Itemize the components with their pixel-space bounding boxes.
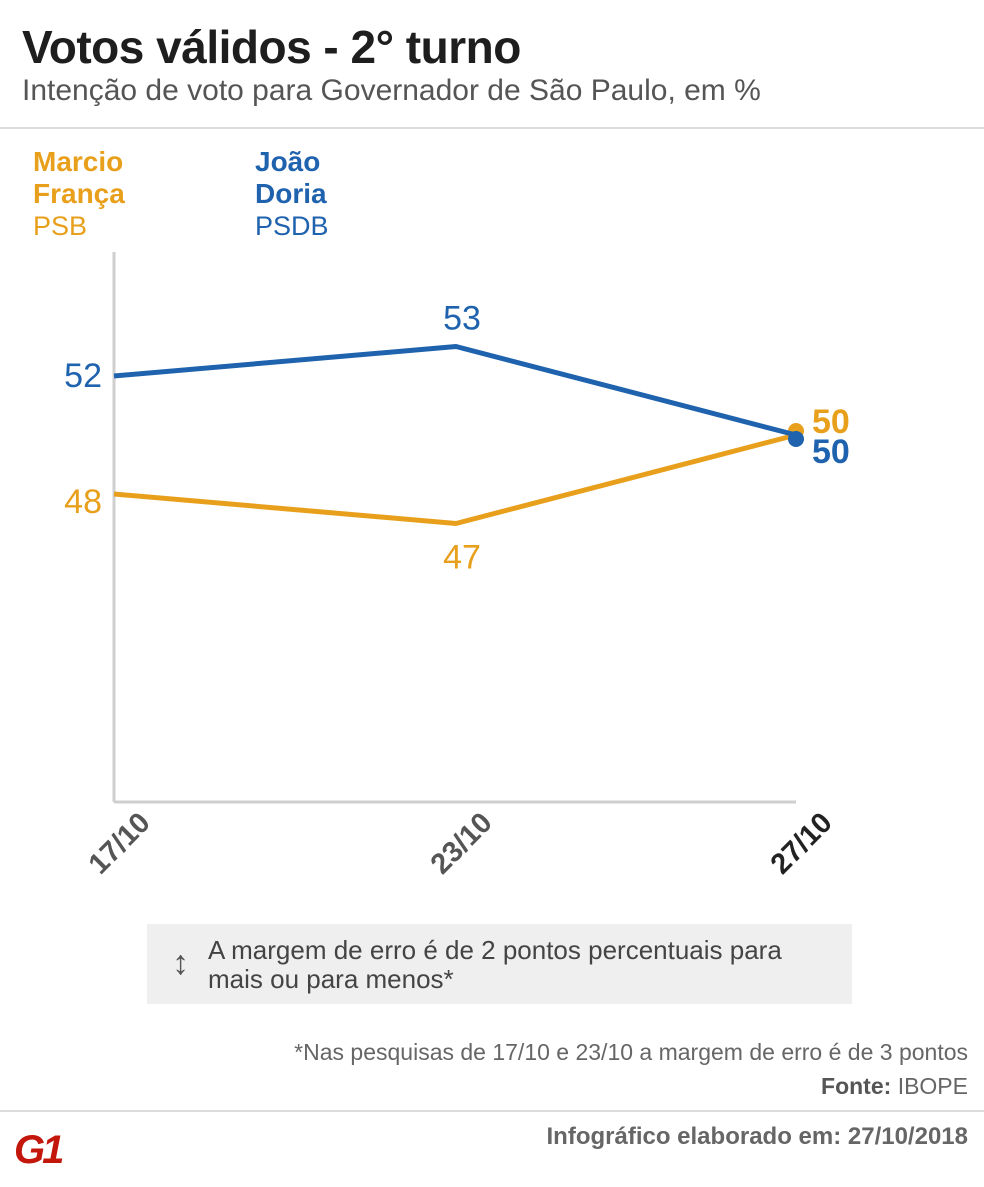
- x-tick-label: 23/10: [425, 807, 499, 881]
- legend-item-doria: João Doria PSDB: [255, 146, 395, 242]
- source-value: IBOPE: [897, 1073, 968, 1099]
- margin-note-box: [147, 924, 852, 1004]
- series-line-joao-doria: [113, 344, 797, 438]
- data-label-joao-doria: 52: [64, 357, 102, 395]
- data-label-marcio-franca: 48: [64, 483, 102, 521]
- up-down-arrow-icon: ↕: [172, 944, 189, 982]
- data-label-marcio-franca: 50: [812, 403, 850, 441]
- margin-note-text: A margem de erro é de 2 pontos percentua…: [208, 935, 782, 994]
- data-point-joao-doria: [788, 431, 804, 447]
- legend-party-franca: PSB: [33, 211, 88, 241]
- data-label-joao-doria: 50: [812, 433, 850, 471]
- footer-divider: [0, 1110, 984, 1112]
- series-line-marcio-franca: [113, 432, 797, 526]
- svg-text:G1: G1: [14, 1128, 63, 1168]
- legend-name-franca: Marcio França: [33, 146, 125, 209]
- source-label: Fonte:: [821, 1073, 892, 1099]
- chart-subtitle: Intenção de voto para Governador de São …: [22, 74, 761, 107]
- legend-name-doria: João Doria: [255, 146, 327, 209]
- credit-text: Infográfico elaborado em: 27/10/2018: [546, 1123, 969, 1150]
- header-divider: [0, 127, 984, 129]
- line-chart: 17/10 23/10 27/10 48 47 50 52 53 50: [64, 252, 850, 881]
- data-label-marcio-franca: 47: [443, 539, 481, 577]
- g1-logo: G1: [14, 1128, 66, 1168]
- legend-item-franca: Marcio França PSB: [33, 146, 173, 242]
- x-tick-label: 17/10: [83, 807, 157, 881]
- footnote: *Nas pesquisas de 17/10 e 23/10 a margem…: [294, 1039, 968, 1065]
- chart-title: Votos válidos - 2° turno: [22, 21, 521, 73]
- legend-party-doria: PSDB: [255, 211, 329, 241]
- x-tick-label: 27/10: [765, 807, 839, 881]
- data-label-joao-doria: 53: [443, 300, 481, 338]
- source-line: Fonte: IBOPE: [821, 1073, 968, 1100]
